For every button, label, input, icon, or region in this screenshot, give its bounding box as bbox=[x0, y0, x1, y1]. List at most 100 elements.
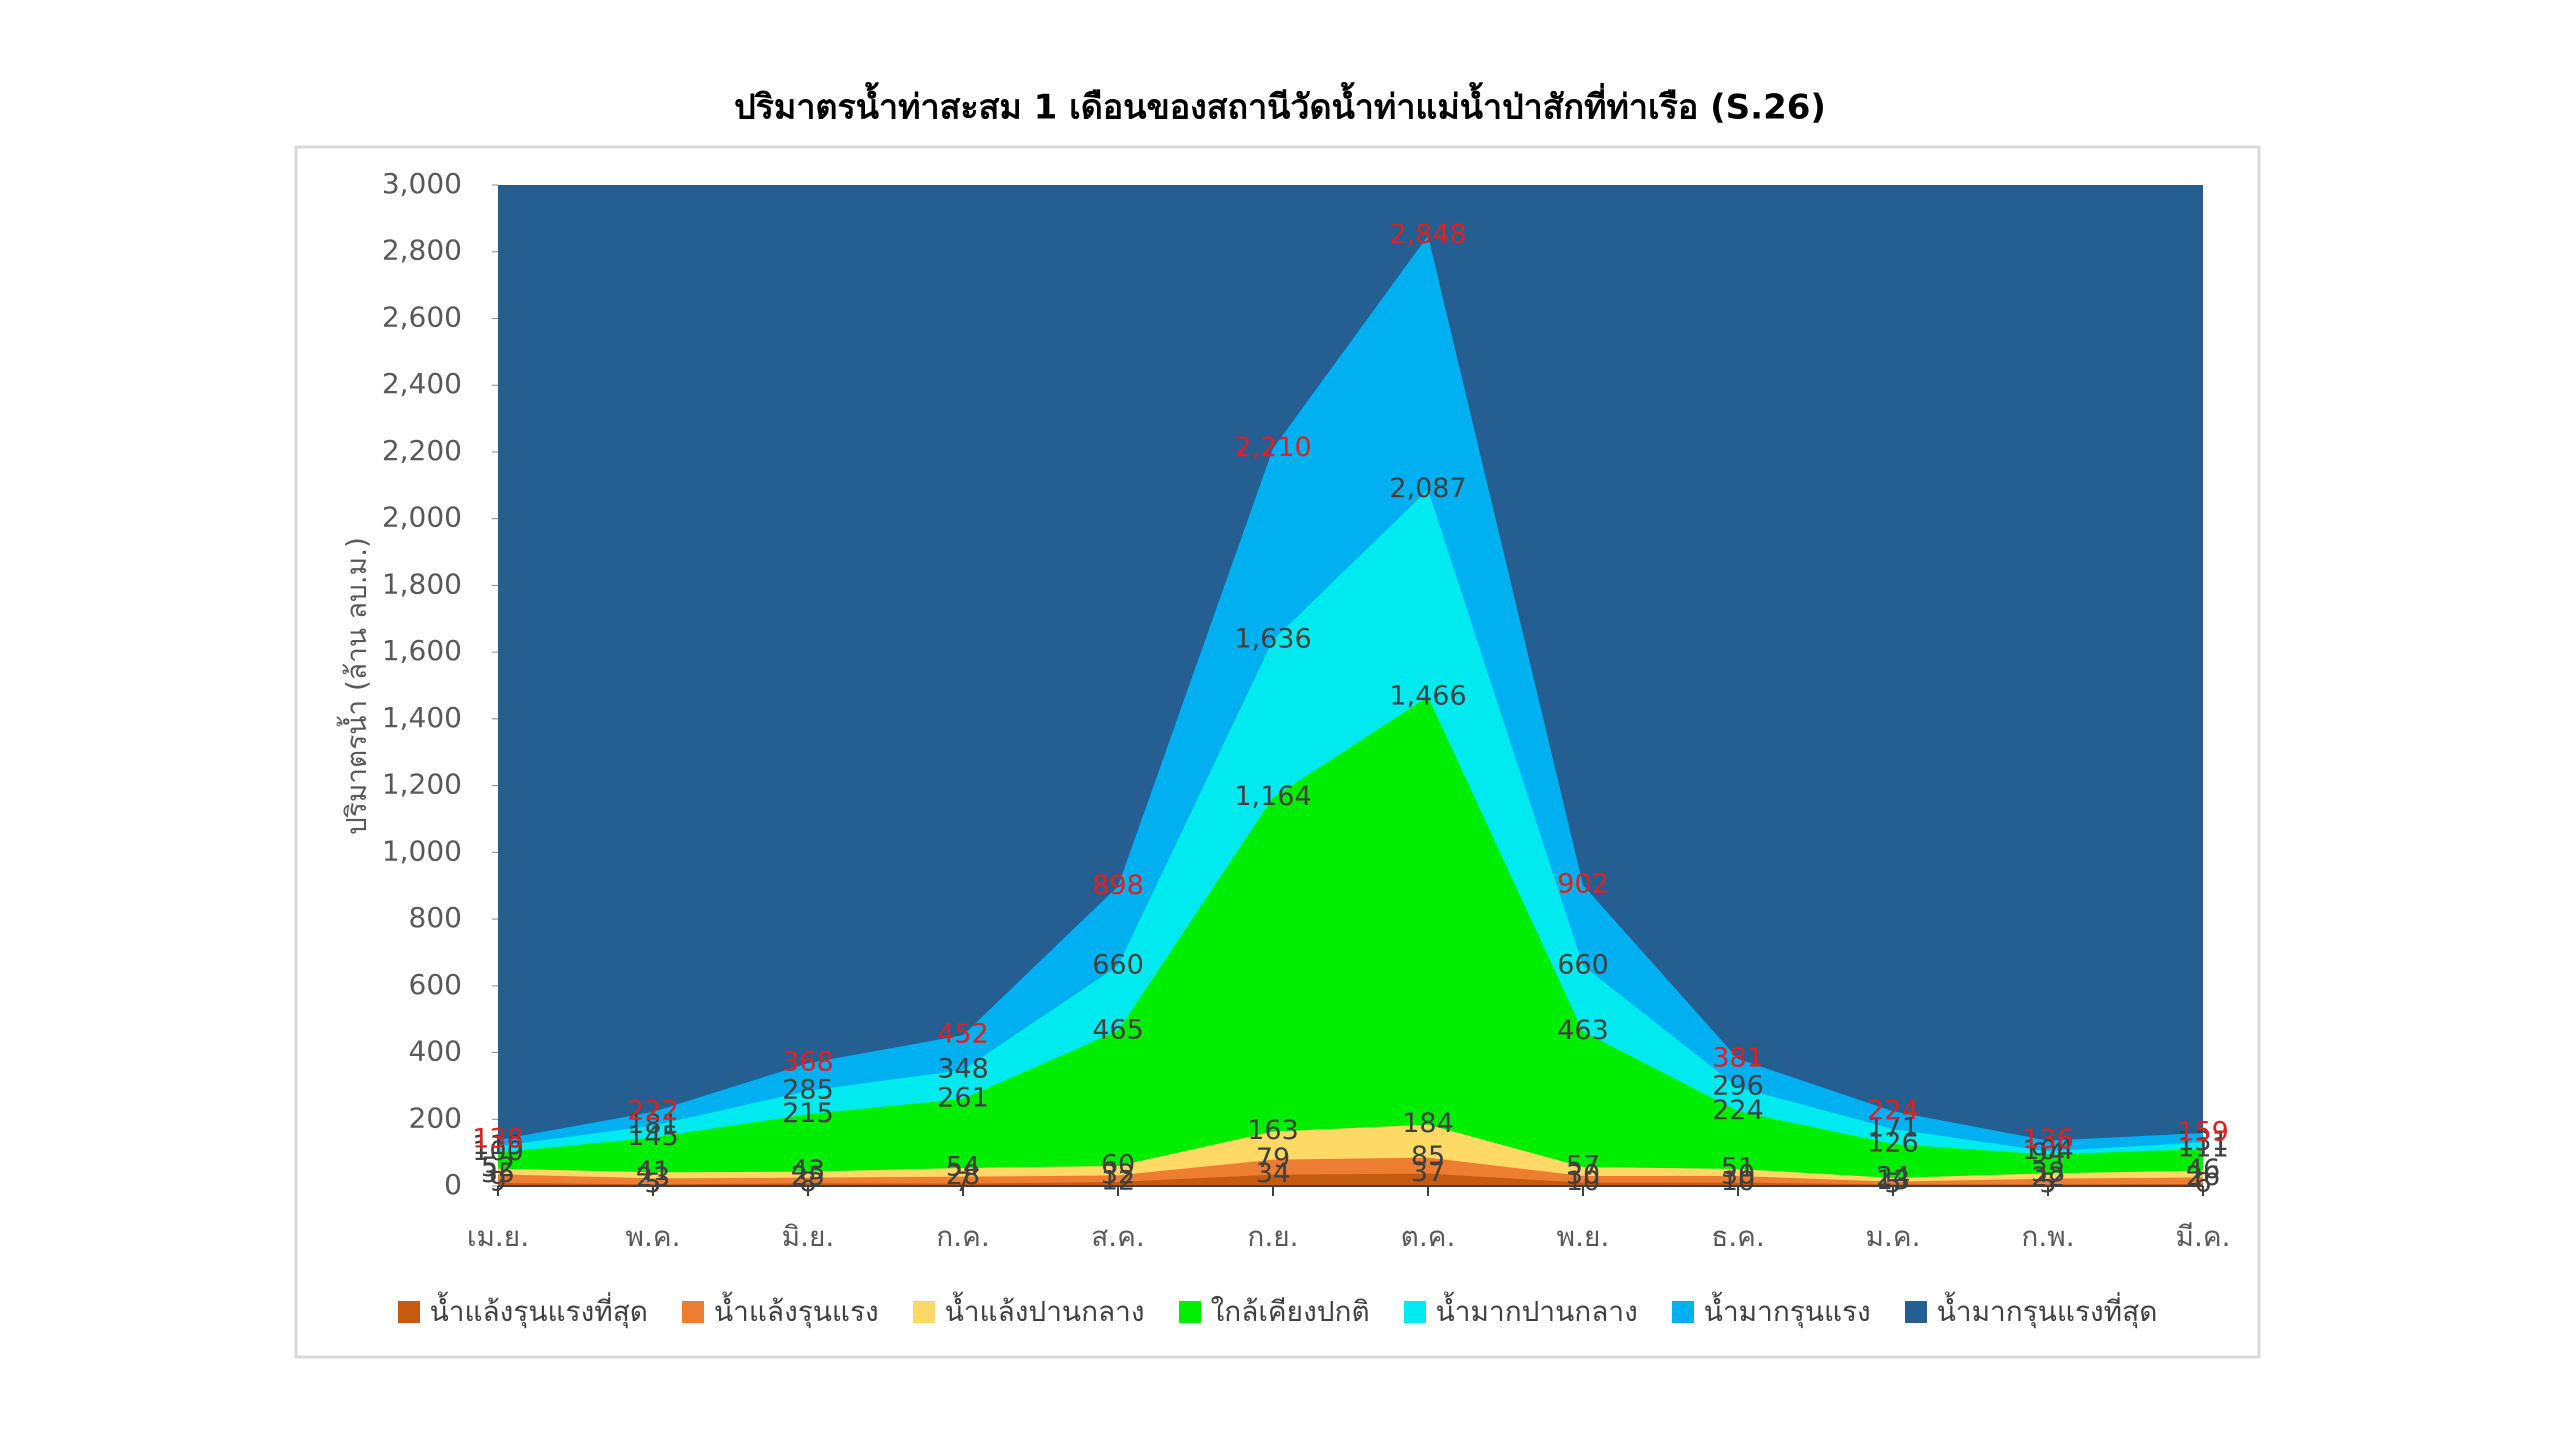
data-label: 60 bbox=[1101, 1149, 1135, 1180]
data-label: 5 bbox=[1884, 1168, 1901, 1199]
data-label: 222 bbox=[627, 1095, 679, 1126]
y-tick-label: 1,600 bbox=[382, 634, 462, 667]
y-tick-label: 0 bbox=[444, 1168, 462, 1201]
y-tick-label: 2,400 bbox=[382, 367, 462, 400]
data-label: 34 bbox=[1256, 1158, 1290, 1189]
legend-item: น้ำมากรุนแรง bbox=[1671, 1290, 1871, 1334]
y-tick-label: 400 bbox=[409, 1035, 462, 1068]
chart-frame bbox=[294, 145, 2261, 1359]
data-label: 104 bbox=[2022, 1135, 2074, 1166]
areas bbox=[498, 185, 2203, 1186]
legend-item: น้ำมากรุนแรงที่สุด bbox=[1904, 1290, 2158, 1334]
legend-swatch bbox=[912, 1301, 935, 1323]
y-tick-label: 1,200 bbox=[382, 768, 462, 801]
y-tick-label: 600 bbox=[409, 968, 462, 1001]
data-label: 5 bbox=[2039, 1168, 2056, 1199]
data-label: 51 bbox=[1721, 1152, 1755, 1183]
data-label: 126 bbox=[1867, 1127, 1919, 1158]
x-tick-label: ธ.ค. bbox=[1711, 1220, 1765, 1253]
area bbox=[498, 1124, 2203, 1186]
data-label: 2,087 bbox=[1389, 473, 1466, 504]
data-label: 159 bbox=[2177, 1116, 2229, 1147]
y-tick-label: 1,400 bbox=[382, 701, 462, 734]
data-label: 465 bbox=[1092, 1014, 1144, 1045]
data-label: 2,210 bbox=[1234, 432, 1311, 463]
y-tick-label: 2,600 bbox=[382, 300, 462, 333]
y-tick-label: 3,000 bbox=[382, 167, 462, 200]
y-tick-label: 1,800 bbox=[382, 567, 462, 600]
data-label: 1,466 bbox=[1389, 680, 1466, 711]
data-label: 163 bbox=[1247, 1115, 1299, 1146]
data-label: 184 bbox=[1402, 1108, 1454, 1139]
x-tick-label: ก.ค. bbox=[936, 1220, 989, 1253]
chart-title: ปริมาตรน้ำท่าสะสม 1 เดือนของสถานีวัดน้ำท… bbox=[734, 82, 1826, 128]
x-tick-label: มิ.ย. bbox=[782, 1220, 835, 1253]
data-label: 181 bbox=[627, 1109, 679, 1140]
data-label: 348 bbox=[937, 1053, 989, 1084]
data-label: 9 bbox=[489, 1166, 506, 1197]
data-label: 452 bbox=[937, 1019, 989, 1050]
y-tick-label: 2,800 bbox=[382, 234, 462, 267]
data-label: 94 bbox=[2031, 1138, 2065, 1169]
data-label: 111 bbox=[2177, 1132, 2229, 1163]
y-axis-label: ปริมาตรน้ำ (ล้าน ลบ.ม.) bbox=[336, 537, 373, 835]
area bbox=[498, 1157, 2203, 1186]
data-label: 138 bbox=[472, 1123, 524, 1154]
data-label: 902 bbox=[1557, 869, 1609, 900]
legend-swatch bbox=[1671, 1301, 1694, 1323]
data-label: 8 bbox=[799, 1167, 816, 1198]
data-label: 119 bbox=[472, 1130, 524, 1161]
y-tick-label: 800 bbox=[409, 901, 462, 934]
data-label: 224 bbox=[1867, 1095, 1919, 1126]
data-label: 52 bbox=[481, 1152, 515, 1183]
data-label: 46 bbox=[2186, 1154, 2220, 1185]
data-label: 2,848 bbox=[1389, 219, 1466, 250]
data-label: 1,636 bbox=[1234, 624, 1311, 655]
data-label: 1,164 bbox=[1234, 781, 1311, 812]
legend-label: ใกล้เคียงปกติ bbox=[1210, 1295, 1370, 1328]
data-label: 463 bbox=[1557, 1015, 1609, 1046]
data-label: 35 bbox=[481, 1158, 515, 1189]
data-label: 54 bbox=[946, 1151, 980, 1182]
x-tick-label: ก.พ. bbox=[2021, 1220, 2074, 1253]
data-label: 898 bbox=[1092, 870, 1144, 901]
data-label: 261 bbox=[937, 1082, 989, 1113]
legend-label: น้ำแล้งรุนแรง bbox=[714, 1295, 879, 1328]
data-label: 7 bbox=[954, 1167, 971, 1198]
data-label: 32 bbox=[1101, 1159, 1135, 1190]
legend-swatch bbox=[1904, 1301, 1927, 1323]
data-label: 145 bbox=[627, 1121, 679, 1152]
data-label: 224 bbox=[1712, 1095, 1764, 1126]
data-label: 37 bbox=[1411, 1157, 1445, 1188]
legend-swatch bbox=[1178, 1301, 1201, 1323]
data-label: 660 bbox=[1092, 949, 1144, 980]
data-label: 57 bbox=[1566, 1150, 1600, 1181]
x-tick-label: ต.ค. bbox=[1401, 1220, 1456, 1253]
data-label: 79 bbox=[1256, 1143, 1290, 1174]
legend-swatch bbox=[397, 1301, 420, 1323]
legend-item: น้ำแล้งรุนแรง bbox=[682, 1290, 879, 1334]
data-label: 296 bbox=[1712, 1071, 1764, 1102]
data-label: 660 bbox=[1557, 949, 1609, 980]
data-label: 381 bbox=[1712, 1042, 1764, 1073]
data-label: 215 bbox=[782, 1098, 834, 1129]
data-label: 85 bbox=[1411, 1141, 1445, 1172]
data-label: 38 bbox=[2031, 1157, 2065, 1188]
legend-swatch bbox=[1403, 1301, 1426, 1323]
data-label: 100 bbox=[472, 1136, 524, 1167]
data-label: 368 bbox=[782, 1047, 834, 1078]
y-tick-label: 200 bbox=[409, 1101, 462, 1134]
legend-label: น้ำแล้งปานกลาง bbox=[944, 1295, 1145, 1328]
x-tick-label: ม.ค. bbox=[1866, 1220, 1921, 1253]
x-tick-label: เม.ย. bbox=[467, 1220, 529, 1253]
legend: น้ำแล้งรุนแรงที่สุด น้ำแล้งรุนแรง น้ำแล้งป… bbox=[296, 1290, 2259, 1334]
data-label: 285 bbox=[782, 1074, 834, 1105]
legend-item: น้ำแล้งปานกลาง bbox=[912, 1290, 1145, 1334]
x-tick-label: ก.ย. bbox=[1247, 1220, 1298, 1253]
legend-label: น้ำมากรุนแรงที่สุด bbox=[1936, 1295, 2158, 1328]
x-tick-label: ส.ค. bbox=[1091, 1220, 1145, 1253]
legend-item: ใกล้เคียงปกติ bbox=[1178, 1290, 1370, 1334]
data-label: 5 bbox=[644, 1168, 661, 1199]
data-label: 41 bbox=[636, 1156, 670, 1187]
